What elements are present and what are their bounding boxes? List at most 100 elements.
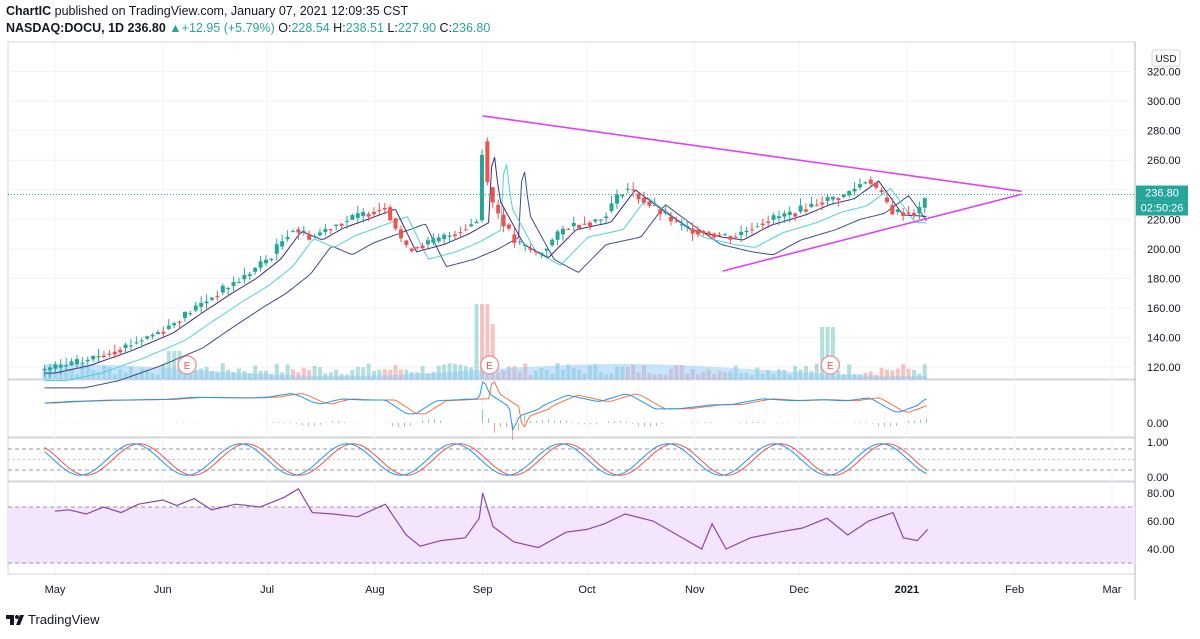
high-label: H:: [333, 21, 346, 35]
y-tick-label: 260.00: [1147, 155, 1181, 167]
candle-body: [253, 267, 258, 272]
earnings-marker: [820, 355, 841, 375]
candle-body: [420, 245, 425, 249]
candle-body: [172, 323, 177, 326]
volume-bar: [334, 369, 339, 379]
candle-body: [42, 368, 47, 371]
y-tick-label: 220.00: [1147, 214, 1181, 226]
volume-bar: [285, 364, 290, 379]
candle-body: [598, 219, 603, 221]
candle-body: [582, 223, 587, 225]
brand-label: TradingView: [28, 612, 100, 627]
earnings-marker: [479, 355, 500, 375]
candle-body: [404, 240, 409, 245]
open-label: O:: [278, 21, 292, 35]
volume-bar: [166, 351, 171, 379]
candle-body: [452, 234, 457, 237]
candle-body: [155, 332, 160, 335]
candle-body: [728, 236, 733, 240]
candle-body: [501, 214, 506, 227]
earnings-label: E: [827, 361, 834, 372]
candle-body: [393, 218, 398, 229]
x-tick-label: Feb: [1005, 584, 1024, 596]
candle-body: [323, 228, 328, 233]
x-tick-label: Sep: [473, 584, 493, 596]
candle-body: [226, 288, 231, 290]
candle-body: [512, 234, 517, 243]
candle-body: [269, 258, 274, 260]
x-tick-label: Aug: [365, 584, 385, 596]
last-price: 236.80: [127, 21, 166, 35]
candle-body: [479, 154, 484, 221]
volume-bar: [485, 304, 490, 379]
close-value: 236.80: [452, 21, 491, 35]
candle-body: [398, 229, 403, 239]
tradingview-brand[interactable]: TradingView: [6, 612, 100, 627]
candle-body: [533, 251, 538, 253]
volume-bar: [355, 366, 360, 379]
candle-body: [614, 194, 619, 204]
pane-macd: [7, 379, 1136, 438]
last-price-label: 236.80: [1145, 188, 1179, 200]
candle-body: [847, 191, 852, 196]
candle-body: [906, 212, 911, 214]
candle-body: [123, 344, 128, 348]
candle-body: [317, 232, 322, 236]
candle-body: [150, 334, 155, 337]
candle-body: [339, 223, 344, 226]
candle-body: [517, 241, 522, 243]
y-tick-label: 140.00: [1147, 333, 1181, 345]
rsi-tick-label: 80.00: [1147, 488, 1175, 500]
volume-bar: [901, 364, 906, 379]
ema-mid-line: [44, 164, 927, 381]
chart-canvas[interactable]: May Jun Jul Aug Sep Oct Nov Dec 2021 Feb Mar 320.00…: [0, 40, 1200, 610]
currency-badge: [1151, 49, 1181, 67]
candle-body: [879, 190, 884, 193]
volume-bar: [479, 304, 484, 379]
candle-body: [706, 232, 711, 236]
candle-body: [177, 321, 182, 323]
x-tick-label: Dec: [789, 584, 809, 596]
volume-bar: [404, 369, 409, 379]
volume-bar: [366, 363, 371, 379]
candle-body: [652, 204, 657, 206]
candle-body: [663, 211, 668, 214]
candle-body: [74, 359, 79, 365]
candle-body: [69, 361, 74, 366]
volume-bar: [290, 369, 295, 379]
candle-body: [307, 233, 312, 240]
candle-body: [593, 219, 598, 222]
volume-bar: [361, 367, 366, 379]
high-value: 238.51: [345, 21, 384, 35]
candle-body: [101, 355, 106, 358]
volume-bar: [825, 327, 830, 379]
volume-bar: [452, 363, 457, 379]
candle-body: [469, 224, 474, 227]
volume-bar: [847, 364, 852, 379]
candle-body: [776, 216, 781, 219]
y-tick-label: 180.00: [1147, 273, 1181, 285]
candle-body: [836, 198, 841, 201]
chart-attribution: ChartIC published on TradingView.com, Ja…: [6, 4, 408, 18]
candle-body: [53, 364, 58, 369]
candle-body: [717, 234, 722, 236]
candle-body: [58, 364, 63, 368]
candle-body: [820, 202, 825, 205]
volume-bar: [393, 364, 398, 379]
close-label: C:: [439, 21, 453, 35]
candle-body: [274, 244, 279, 254]
volume-bar: [436, 365, 441, 379]
volume-bar: [803, 366, 808, 379]
candle-body: [474, 221, 479, 224]
candle-body: [571, 222, 576, 227]
candle-body: [701, 231, 706, 234]
candle-body: [366, 213, 371, 217]
volume-bar: [371, 371, 376, 379]
candle-body: [771, 215, 776, 220]
candle-body: [911, 212, 916, 217]
volume-bar: [474, 304, 479, 379]
wedge-upper-line: [482, 115, 1022, 193]
rsi-tick-label: 40.00: [1147, 544, 1175, 556]
candle-body: [85, 359, 90, 362]
x-tick-label: 2021: [895, 584, 919, 596]
